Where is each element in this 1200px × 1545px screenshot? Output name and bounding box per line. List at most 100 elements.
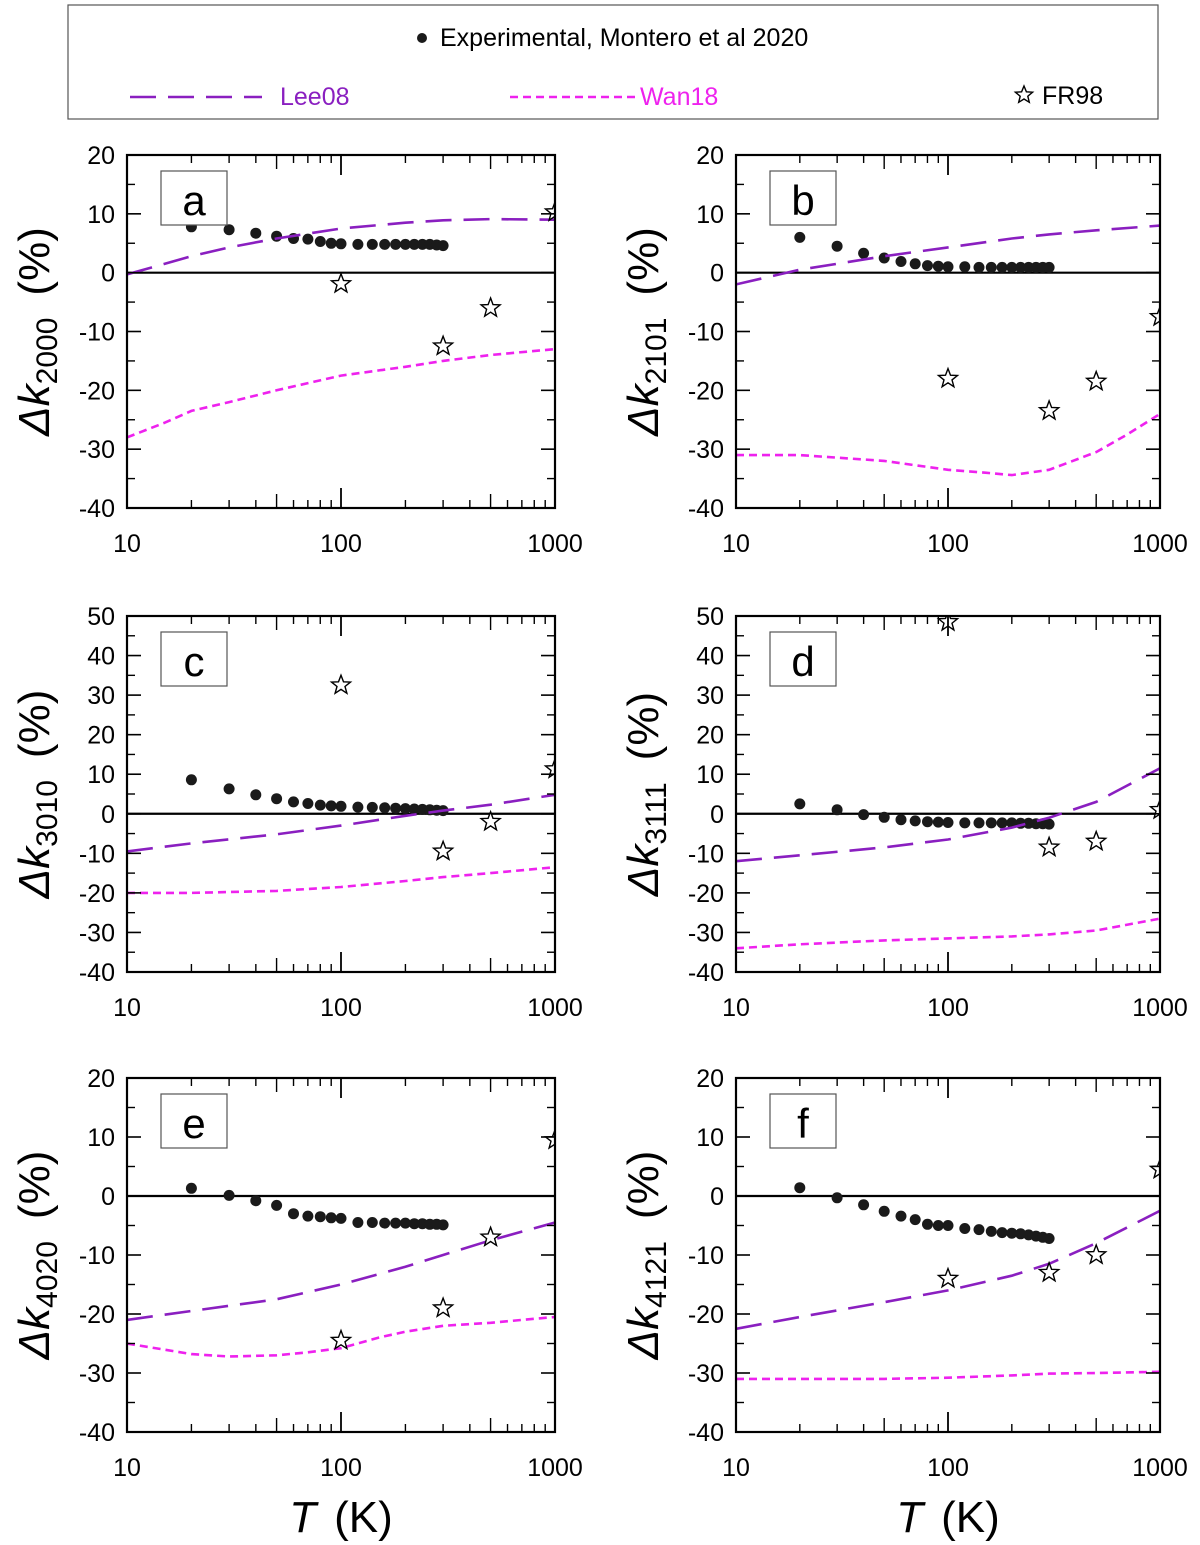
fr98-point <box>1037 835 1061 858</box>
x-tick-label: 100 <box>320 1454 362 1482</box>
y-tick-label: -10 <box>79 840 115 868</box>
experimental-point <box>985 261 997 273</box>
y-axis-label-base: Δk <box>10 382 59 437</box>
fr98-point <box>543 200 555 222</box>
y-tick-label: 0 <box>101 260 115 288</box>
experimental-point <box>399 238 411 250</box>
experimental-point <box>1043 261 1055 273</box>
experimental-point <box>390 802 402 814</box>
y-tick-label: -10 <box>79 319 115 347</box>
lee08-line <box>127 217 555 276</box>
panel-label-box <box>160 631 228 687</box>
y-tick-label: -10 <box>688 319 724 347</box>
experimental-point <box>223 1189 235 1201</box>
legend-label-lee08: Lee08 <box>280 83 350 111</box>
fr98-point <box>1037 398 1061 421</box>
y-tick-label: -40 <box>688 959 724 987</box>
experimental-point <box>314 236 326 247</box>
y-axis-label: Δk4020 (%) <box>10 1151 64 1361</box>
x-tick-label: 10 <box>113 994 141 1022</box>
y-axis-label-unit: (%) <box>10 1151 59 1219</box>
experimental-point <box>909 815 921 827</box>
y-axis-label-subscript: 3111 <box>640 782 673 844</box>
experimental-point <box>185 774 197 786</box>
series-fr98 <box>936 616 1160 858</box>
experimental-point <box>922 1218 933 1230</box>
experimental-point <box>932 1220 944 1231</box>
series-fr98 <box>936 1157 1160 1289</box>
experimental-point <box>1006 261 1018 273</box>
x-tick-label: 1000 <box>1132 994 1188 1022</box>
fr98-point <box>543 757 555 779</box>
y-tick-label: 40 <box>87 643 115 671</box>
x-tick-label: 1000 <box>527 530 583 558</box>
y-axis-label-base: Δk <box>619 1306 668 1361</box>
experimental-point <box>895 814 907 826</box>
experimental-point <box>288 796 299 808</box>
y-tick-label: -10 <box>688 840 724 868</box>
experimental-point <box>959 817 971 829</box>
y-tick-label: -20 <box>688 377 724 405</box>
panel-label-box <box>769 170 837 226</box>
x-tick-label: 10 <box>722 1454 750 1482</box>
y-tick-label: 10 <box>87 1124 115 1152</box>
x-tick-label: 100 <box>927 530 969 558</box>
experimental-point <box>325 237 337 249</box>
x-axis-label: T (K) <box>289 1493 393 1542</box>
fr98-point <box>1084 1243 1108 1265</box>
experimental-point <box>959 1223 971 1234</box>
experimental-point <box>895 256 907 267</box>
experimental-point <box>325 800 337 812</box>
legend-box <box>67 4 1159 120</box>
experimental-point <box>794 231 806 243</box>
experimental-point <box>1015 261 1027 273</box>
panel-a: -40 -30 -20 -10 0 10 20 10 100 1000 a Δk2000 (%) <box>10 142 583 558</box>
y-axis-label: Δk2101 (%) <box>619 227 673 437</box>
series-experimental <box>185 1182 449 1231</box>
series-experimental <box>185 774 449 817</box>
experimental-point <box>1015 1228 1027 1240</box>
experimental-point <box>895 1210 907 1222</box>
series-lee08 <box>736 1209 1160 1331</box>
experimental-point <box>390 238 402 250</box>
experimental-point <box>831 240 843 252</box>
y-axis-label-base: Δk <box>10 845 59 900</box>
series-fr98 <box>329 1128 555 1351</box>
experimental-point <box>352 1217 364 1228</box>
y-tick-label: 30 <box>696 682 724 710</box>
series-experimental <box>185 221 449 252</box>
experimental-point <box>831 1192 843 1204</box>
experimental-point <box>379 802 391 814</box>
y-tick-label: -10 <box>688 1242 724 1270</box>
x-axis-label: T (K) <box>896 1493 1000 1542</box>
experimental-point <box>794 1182 806 1194</box>
experimental-point <box>996 817 1008 829</box>
experimental-point <box>959 261 971 273</box>
fr98-point <box>329 673 353 695</box>
experimental-point <box>831 804 843 816</box>
x-tick-label: 1000 <box>1132 1454 1188 1482</box>
y-tick-label: 10 <box>696 1124 724 1152</box>
experimental-point <box>878 811 890 823</box>
experimental-point <box>858 1199 870 1211</box>
y-axis-label-base: Δk <box>619 843 668 898</box>
y-axis-label: Δk3010 (%) <box>10 690 64 900</box>
experimental-point <box>996 261 1008 273</box>
wan18-line <box>736 412 1160 477</box>
fr98-point <box>479 809 502 832</box>
y-tick-label: 0 <box>710 260 724 288</box>
y-axis-label: Δk4121 (%) <box>619 1151 673 1361</box>
panel-label-box <box>160 1093 228 1149</box>
series-wan18 <box>127 1315 555 1358</box>
series-wan18 <box>736 412 1160 477</box>
experimental-point <box>352 238 364 250</box>
y-tick-label: 10 <box>696 201 724 229</box>
lee08-line <box>127 793 555 853</box>
fr98-point <box>1148 304 1160 327</box>
y-tick-label: -30 <box>79 1360 115 1388</box>
experimental-point <box>271 230 283 242</box>
y-tick-label: 0 <box>710 801 724 829</box>
y-axis-label-subscript: 3010 <box>31 780 64 847</box>
fr98-point <box>479 295 502 318</box>
